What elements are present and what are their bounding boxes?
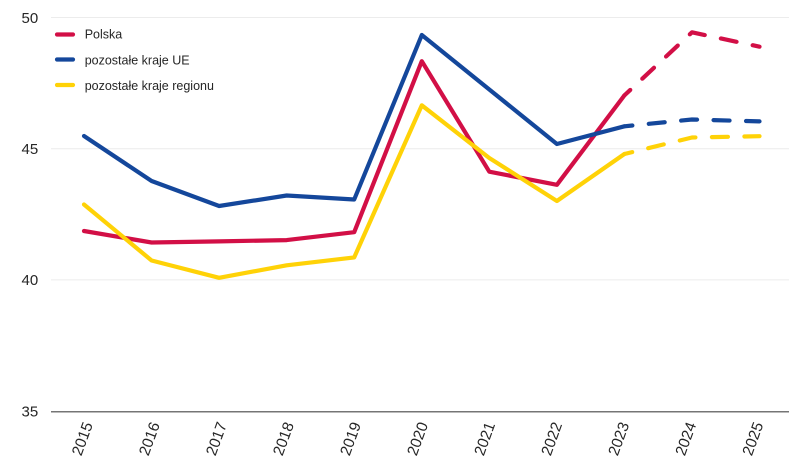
svg-text:Polska: Polska	[85, 27, 123, 41]
svg-text:40: 40	[22, 272, 39, 289]
svg-text:pozostałe kraje regionu: pozostałe kraje regionu	[85, 79, 214, 93]
svg-text:45: 45	[22, 141, 39, 158]
svg-text:pozostałe kraje UE: pozostałe kraje UE	[85, 53, 190, 67]
svg-text:35: 35	[22, 404, 39, 421]
svg-text:50: 50	[22, 10, 39, 27]
